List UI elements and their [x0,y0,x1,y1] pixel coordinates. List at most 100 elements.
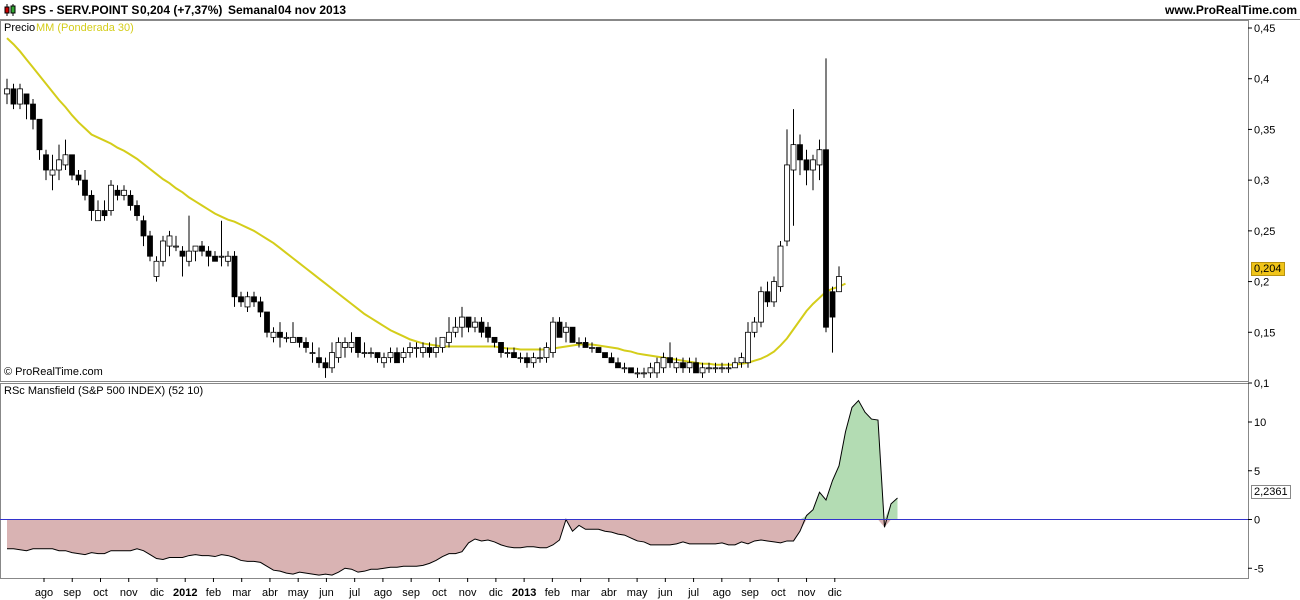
rs-positive-area [7,400,898,520]
candle [582,337,589,348]
candle-body [335,342,342,359]
candle [498,342,504,358]
candle-body [361,352,368,354]
candle-body [628,367,634,374]
candle-body [706,367,712,370]
candle-body [374,352,381,359]
candle-body [634,372,641,375]
candle-body [121,189,127,196]
candle [647,362,654,378]
candle [556,317,563,338]
candle-body [764,291,771,303]
candle [465,316,472,333]
price-change: 0,204 (+7,37%) [140,3,223,17]
candle-body [212,255,218,262]
candle-body [589,347,595,349]
candle [491,336,498,348]
candle [56,144,62,181]
candle [69,154,75,181]
candle-body [30,103,36,120]
candle-body [517,357,524,360]
candle [654,357,660,378]
candle-body [277,331,283,338]
candle [686,357,693,373]
rs-ytick-label: 0 [1254,515,1260,527]
candle-body [751,321,758,333]
candle [95,200,101,222]
candle [361,342,368,358]
candle-body [75,174,82,181]
candle-body [348,342,355,348]
xtick-label: dic [150,587,165,599]
candle [355,336,361,358]
candle-body [17,88,23,105]
candle-body [433,347,439,353]
candle [810,154,816,191]
candle-body [166,235,173,247]
candle-body [725,367,732,370]
candle [127,190,134,211]
candle-body [563,326,569,333]
xtick-label: dic [828,587,843,599]
candle [43,149,49,181]
candle [621,362,628,373]
candle-body [621,367,628,370]
period-label[interactable]: Semanal [228,3,278,17]
rs-ytick-label: -5 [1254,563,1264,575]
candle [218,220,225,267]
candle-body [23,93,30,105]
candle [10,83,17,110]
candle [511,347,517,359]
candle [231,251,238,307]
xtick-label: nov [798,587,816,599]
candle-body [686,362,693,369]
candle [368,347,374,358]
candle-body [439,336,446,348]
candle-body [693,362,699,374]
candle [777,241,784,292]
xtick-label: feb [545,587,560,599]
candle-body [413,347,420,349]
candle [452,317,459,338]
price-ytick-label: 0,1 [1254,378,1269,390]
candle-body [680,362,686,369]
candle [186,215,192,267]
candle [264,311,270,338]
candle [790,109,797,226]
candle [784,129,790,247]
candle-body [712,367,719,370]
candle-body [355,336,361,353]
candle [504,347,511,358]
candle-body [251,296,257,303]
candle-body [108,184,114,211]
candle-body [192,245,199,252]
ticker-name: SPS - SERV.POINT S [22,3,140,17]
copyright-label: © ProRealTime.com [4,366,103,378]
price-ytick-label: 0,4 [1254,74,1269,86]
site-link[interactable]: www.ProRealTime.com [1165,3,1298,17]
xtick-label: sep [63,587,81,599]
candle [62,139,69,170]
xtick-label: feb [206,587,221,599]
candle-body [205,250,212,257]
candle-body [368,352,374,354]
candle-body [407,347,413,353]
candle-body [556,321,563,338]
ma-legend: MM (Ponderada 30) [36,22,134,34]
candle [745,322,751,368]
candle [836,266,842,293]
candle-body [615,362,621,369]
candle [472,317,478,333]
candle-body [452,326,459,333]
xtick-label: oct [93,587,108,599]
candle-body [745,331,751,364]
candle [153,256,160,282]
candle [101,200,108,221]
candle [400,347,407,363]
candle [712,362,719,373]
price-ytick-label: 0,2 [1254,277,1269,289]
candle-body [49,169,56,176]
candle [283,332,290,343]
price-ytick-label: 0,15 [1254,327,1275,339]
